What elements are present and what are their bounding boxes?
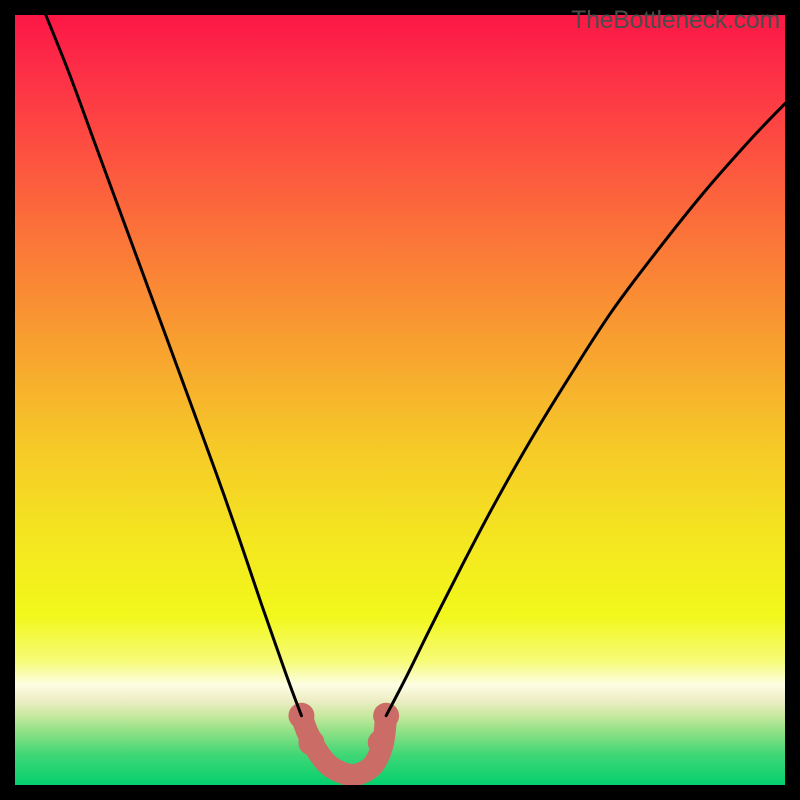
chart-container: TheBottleneck.com	[0, 0, 800, 800]
valley-marker-dot	[368, 730, 394, 756]
bottleneck-chart	[0, 0, 800, 800]
gradient-background	[15, 15, 785, 785]
valley-marker-dot	[298, 730, 324, 756]
watermark-text: TheBottleneck.com	[571, 6, 780, 35]
